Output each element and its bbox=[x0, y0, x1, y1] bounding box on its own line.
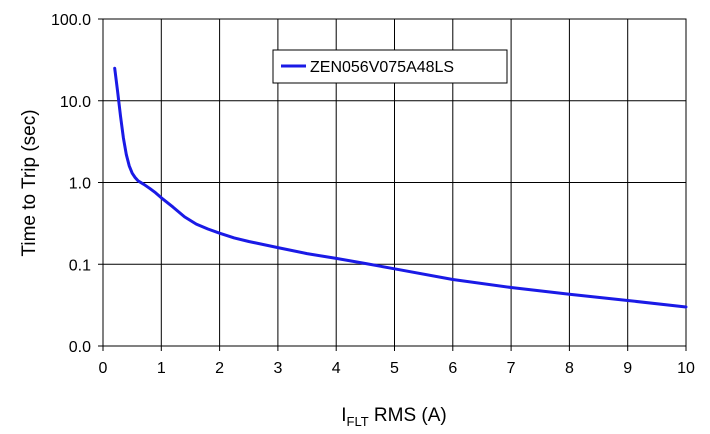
y-tick-label: 0.0 bbox=[69, 339, 91, 356]
y-tick-label: 0.1 bbox=[69, 257, 91, 274]
x-axis-title: IFLT RMS (A) bbox=[341, 405, 447, 429]
x-tick-label: 0 bbox=[99, 360, 108, 377]
legend-label-series-1: ZEN056V075A48LS bbox=[310, 59, 454, 76]
series-line-1 bbox=[113, 66, 688, 309]
y-tick-label: 100.0 bbox=[51, 12, 91, 29]
y-tick-label: 1.0 bbox=[69, 176, 91, 193]
x-tick-label: 6 bbox=[448, 360, 457, 377]
x-tick-label: 9 bbox=[623, 360, 632, 377]
legend: ZEN056V075A48LS bbox=[272, 49, 508, 84]
y-tick-label: 10.0 bbox=[60, 94, 91, 111]
x-tick-label: 1 bbox=[157, 360, 166, 377]
series-layer bbox=[113, 66, 688, 309]
axis-ticks: 0 1 2 3 4 5 6 7 8 9 10 100.0 10.0 1.0 0.1 0.0 bbox=[51, 12, 695, 377]
x-tick-label: 10 bbox=[677, 360, 695, 377]
x-tick-label: 7 bbox=[507, 360, 516, 377]
x-tick-label: 8 bbox=[565, 360, 574, 377]
y-axis-title: Time to Trip (sec) bbox=[19, 109, 40, 256]
x-tick-label: 5 bbox=[390, 360, 399, 377]
x-tick-label: 3 bbox=[273, 360, 282, 377]
x-axis-title-main: I bbox=[341, 405, 346, 426]
x-axis-title-subscript: FLT bbox=[347, 414, 369, 429]
x-axis-title-rest: RMS (A) bbox=[369, 405, 447, 426]
x-tick-label: 4 bbox=[332, 360, 341, 377]
legend-box bbox=[272, 49, 508, 84]
x-tick-label: 2 bbox=[215, 360, 224, 377]
